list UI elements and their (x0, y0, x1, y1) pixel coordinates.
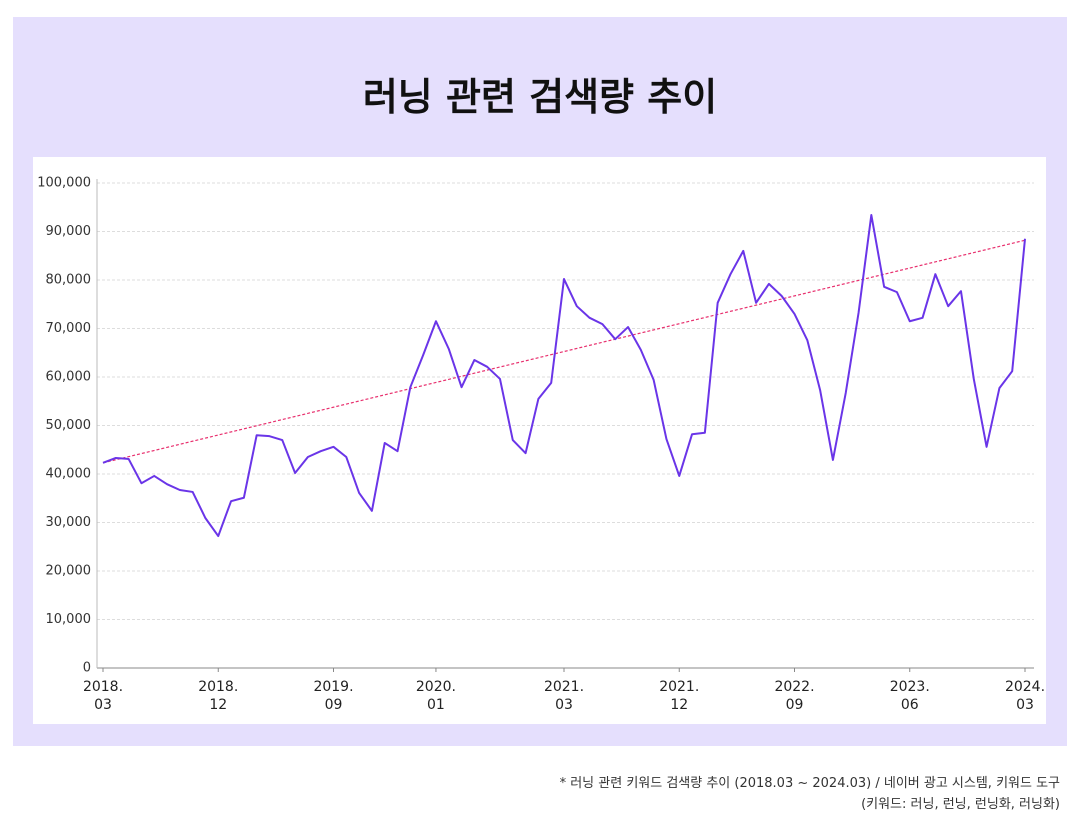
y-tick-label: 70,000 (46, 321, 92, 336)
y-tick-label: 50,000 (46, 418, 92, 433)
x-tick-label: 2019. 09 (313, 679, 354, 713)
y-tick-label: 80,000 (46, 273, 92, 288)
y-tick-label: 20,000 (46, 564, 92, 579)
y-tick-label: 90,000 (46, 224, 92, 239)
x-tick-label: 2023. 06 (889, 679, 930, 713)
x-tick-label: 2022. 09 (774, 679, 815, 713)
trend-line (102, 239, 1026, 464)
chart-title: 러닝 관련 검색량 추이 (362, 75, 718, 119)
y-tick-label: 100,000 (37, 176, 91, 191)
x-tick-label: 2020. 01 (415, 679, 456, 713)
y-tick-label: 40,000 (46, 467, 92, 482)
x-tick-label: 2021. 03 (543, 679, 585, 713)
source-note: * 러닝 관련 키워드 검색량 추이 (2018.03 ~ 2024.03) /… (559, 776, 1060, 791)
y-tick-label: 30,000 (46, 515, 92, 530)
y-tick-label: 0 (83, 661, 91, 676)
y-tick-label: 10,000 (46, 612, 92, 627)
x-tick-label: 2018. 12 (198, 679, 239, 713)
keyword-note: (키워드: 러닝, 런닝, 런닝화, 러닝화) (861, 797, 1060, 812)
data-line (102, 214, 1026, 538)
x-tick-label: 2024. 03 (1004, 679, 1046, 713)
x-tick-label: 2018. 03 (82, 679, 124, 713)
y-tick-label: 60,000 (46, 370, 92, 385)
x-tick-label: 2021. 12 (659, 679, 700, 713)
